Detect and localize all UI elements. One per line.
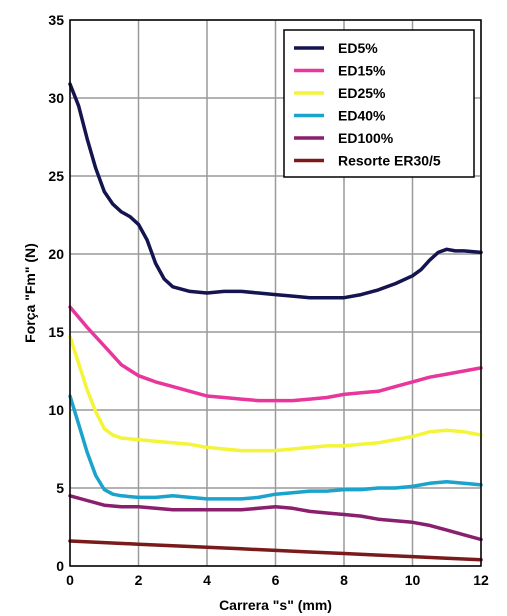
legend-label: ED15% (338, 63, 386, 79)
y-tick-label: 20 (48, 246, 64, 262)
y-axis-ticks: 0 5 10 15 20 25 30 35 (48, 12, 64, 574)
series-line-ed40- (68, 394, 483, 501)
x-tick-label: 8 (340, 572, 348, 588)
legend-box (283, 29, 475, 178)
legend-label: ED40% (338, 108, 386, 124)
series-line-ed25- (68, 334, 483, 453)
x-tick-label: 6 (272, 572, 280, 588)
y-tick-label: 5 (56, 480, 64, 496)
y-tick-label: 15 (48, 324, 64, 340)
series-lines (68, 82, 483, 562)
series-line-ed5- (68, 82, 483, 300)
legend-label: Resorte ER30/5 (338, 153, 441, 169)
y-tick-label: 0 (56, 558, 64, 574)
series-line-ed15- (68, 305, 483, 403)
y-tick-label: 30 (48, 90, 64, 106)
x-tick-label: 12 (473, 572, 489, 588)
legend-label: ED5% (338, 40, 378, 56)
y-tick-label: 10 (48, 402, 64, 418)
x-tick-label: 0 (66, 572, 74, 588)
legend: ED5% ED15% ED25% ED40% ED100% Resorte ER30/5 (283, 29, 475, 178)
legend-label: ED25% (338, 85, 386, 101)
x-axis-label: Carrera "s" (mm) (219, 597, 332, 613)
y-tick-label: 25 (48, 168, 64, 184)
series-line-resorte-er30-5 (68, 539, 483, 562)
x-tick-label: 10 (405, 572, 421, 588)
x-axis-ticks: 0 2 4 6 8 10 12 (66, 572, 489, 588)
y-axis-label: Força "Fm" (N) (22, 243, 38, 343)
series-line-ed100- (68, 494, 483, 542)
x-tick-label: 4 (203, 572, 211, 588)
legend-label: ED100% (338, 130, 394, 146)
x-tick-label: 2 (135, 572, 143, 588)
plot-frame (69, 19, 482, 567)
y-tick-label: 35 (48, 12, 64, 28)
